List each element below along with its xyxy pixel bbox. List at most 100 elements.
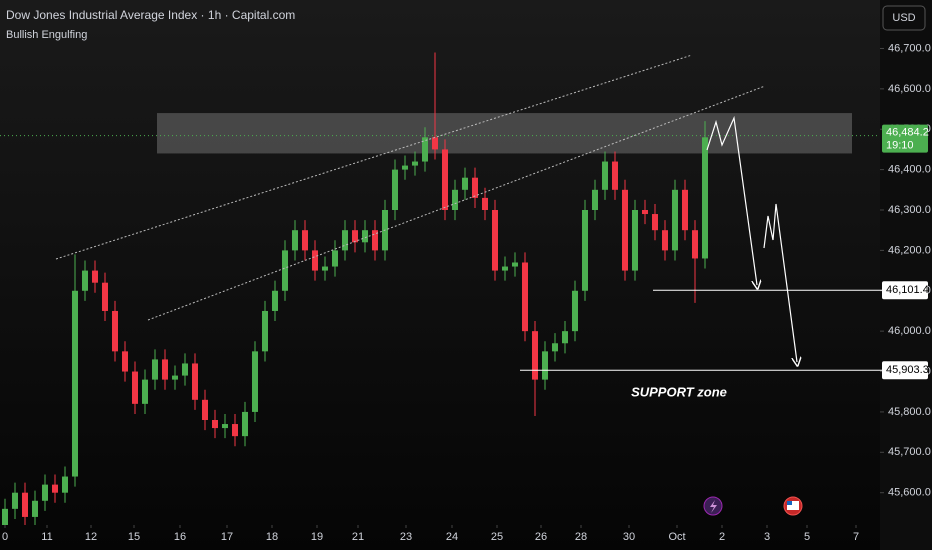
candle-body — [642, 210, 648, 215]
candle-body — [412, 161, 418, 166]
last-price-box — [882, 124, 928, 153]
candle-body — [672, 189, 678, 251]
candle-body — [322, 266, 328, 271]
level-box — [882, 361, 928, 380]
x-tick-label: 15 — [128, 531, 140, 543]
price-axis — [880, 0, 932, 550]
y-tick-label: 46,600.0 — [888, 83, 931, 95]
candle-body — [152, 359, 158, 380]
flag-body — [787, 501, 799, 510]
x-tick-label: 16 — [174, 531, 186, 543]
candle-body — [432, 137, 438, 150]
x-tick-label: 3 — [764, 531, 770, 543]
candle-body — [62, 476, 68, 493]
x-tick-label: 28 — [575, 531, 587, 543]
candle-body — [392, 169, 398, 210]
candle-body — [302, 230, 308, 251]
candle-body — [172, 375, 178, 380]
x-tick-label: 2 — [719, 531, 725, 543]
candle-body — [542, 351, 548, 380]
candle-body — [492, 210, 498, 271]
candle-body — [372, 230, 378, 251]
candle-body — [242, 411, 248, 437]
candle-body — [82, 270, 88, 291]
candle-body — [22, 492, 28, 517]
candle-body — [12, 492, 18, 509]
y-tick-label: 46,400.0 — [888, 164, 931, 176]
y-tick-label: 45,800.0 — [888, 406, 931, 418]
candle-body — [282, 250, 288, 291]
candle-body — [562, 331, 568, 344]
candle-body — [122, 351, 128, 372]
x-tick-label: 11 — [41, 531, 52, 543]
y-tick-label: 46,200.0 — [888, 244, 931, 256]
candle-body — [142, 379, 148, 404]
y-tick-label: 46,300.0 — [888, 204, 931, 216]
candle-body — [652, 214, 658, 231]
x-tick-label: 30 — [623, 531, 635, 543]
x-tick-label: 18 — [266, 531, 278, 543]
candle-body — [532, 331, 538, 380]
candle-body — [512, 262, 518, 267]
candle-body — [692, 230, 698, 259]
candle-body — [72, 290, 78, 477]
candle-body — [522, 262, 528, 332]
candle-body — [32, 500, 38, 517]
candle-body — [362, 230, 368, 243]
candle-body — [452, 189, 458, 210]
candle-body — [422, 137, 428, 162]
flag-canton — [787, 501, 792, 505]
candle-body — [592, 189, 598, 210]
y-tick-label: 46,000.0 — [888, 325, 931, 337]
candle-body — [222, 424, 228, 429]
x-tick-label: 17 — [221, 531, 233, 543]
currency-label: USD — [892, 12, 915, 24]
candle-body — [482, 197, 488, 210]
candle-body — [572, 290, 578, 332]
x-tick-label: 23 — [400, 531, 412, 543]
candle-body — [42, 484, 48, 501]
x-tick-label: 12 — [85, 531, 97, 543]
candle-body — [582, 210, 588, 291]
candle-body — [462, 177, 468, 190]
candle-body — [472, 177, 478, 198]
chart-subtitle: Bullish Engulfing — [6, 29, 87, 41]
candle-body — [442, 149, 448, 210]
candle-body — [272, 290, 278, 311]
countdown-label: 19:10 — [886, 140, 914, 152]
candle-body — [662, 230, 668, 251]
y-tick-label: 46,700.0 — [888, 42, 931, 54]
candle-body — [252, 351, 258, 412]
candle-body — [212, 420, 218, 429]
candle-body — [502, 266, 508, 271]
candle-body — [262, 310, 268, 352]
x-tick-label: 26 — [535, 531, 547, 543]
candle-body — [632, 210, 638, 271]
level-label: 45,903.3 — [886, 364, 929, 376]
currency-button[interactable] — [882, 5, 926, 31]
level-label: 46,101.4 — [886, 284, 929, 296]
candle-body — [602, 161, 608, 190]
lightning-icon — [710, 500, 717, 513]
drawings — [55, 54, 803, 516]
candle-body — [182, 363, 188, 376]
candle-body — [402, 165, 408, 170]
candle-body — [702, 137, 708, 259]
x-tick-label: 7 — [853, 531, 859, 543]
x-tick-label: 0 — [2, 531, 8, 543]
candle-body — [112, 310, 118, 352]
candle-body — [292, 230, 298, 251]
candle-body — [202, 399, 208, 420]
candle-body — [552, 343, 558, 352]
x-tick-label: Oct — [668, 531, 685, 543]
chart-title: Dow Jones Industrial Average Index · 1h … — [6, 8, 295, 22]
candle-body — [352, 230, 358, 243]
y-tick-label: 45,700.0 — [888, 446, 931, 458]
annotation: SUPPORT zone — [631, 384, 727, 399]
trend-line — [55, 54, 693, 260]
candle-body — [2, 508, 8, 525]
x-tick-label: 25 — [491, 531, 503, 543]
